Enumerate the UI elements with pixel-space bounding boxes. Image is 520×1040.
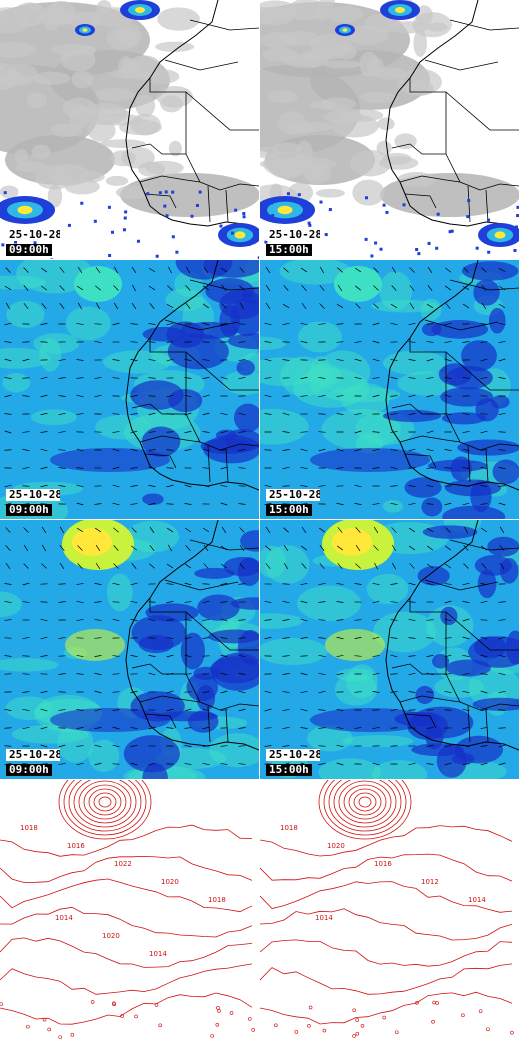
country-borders: [385, 520, 519, 751]
wind-field: [0, 260, 259, 519]
map-canvas: [260, 260, 519, 519]
wind-arrows: [264, 526, 506, 766]
time-stamp: 09:00h: [6, 504, 52, 516]
isobar-labels: 1018 1016 1022 1020 1018 1014 1020 1014: [20, 824, 226, 958]
map-canvas: [0, 260, 259, 519]
isobar-label: 1014: [149, 950, 167, 958]
country-borders: [385, 0, 519, 231]
isobar-label: 1014: [55, 914, 73, 922]
map-panel-wind-low: 25-10-28 15:00h: [260, 260, 519, 519]
cloud-cover: [260, 0, 519, 217]
isobars: [260, 780, 514, 1038]
isobar-labels: 1018 1020 1016 1012 1014 1014: [280, 824, 486, 922]
wind-speed-shading: [0, 520, 259, 779]
map-panel-wind-high: 25-10-28 15:00h: [260, 520, 519, 779]
wind-speed-shading: [0, 260, 259, 519]
isobars: [0, 780, 256, 1039]
time-stamp: 15:00h: [266, 764, 312, 776]
panel-background: [0, 780, 259, 1039]
date-stamp: 25-10-28: [6, 749, 60, 761]
map-panel-wind-low: 25-10-28 09:00h: [0, 260, 259, 519]
date-stamp: 25-10-28: [266, 229, 320, 241]
country-borders: [125, 260, 259, 491]
cloud-cover: [0, 0, 259, 217]
date-stamp: 25-10-28: [266, 489, 320, 501]
map-canvas: 1018 1020 1016 1012 1014 1014: [260, 780, 519, 1039]
country-borders: [125, 0, 259, 231]
map-canvas: [260, 0, 519, 259]
isobar-label: 1016: [374, 860, 392, 868]
wind-arrows: [4, 526, 246, 766]
time-stamp: 15:00h: [266, 244, 312, 256]
map-panel-wind-high: 25-10-28 09:00h: [0, 520, 259, 779]
date-stamp: 25-10-28: [266, 749, 320, 761]
isobar-label: 1014: [315, 914, 333, 922]
map-canvas: 1018 1016 1022 1020 1018 1014 1020 1014: [0, 780, 259, 1039]
isobar-label: 1022: [114, 860, 132, 868]
wind-arrows: [264, 266, 506, 506]
map-panel-pressure: 1018 1020 1016 1012 1014 1014: [260, 780, 519, 1039]
date-stamp: 25-10-28: [6, 229, 60, 241]
panel-background: [260, 780, 519, 1039]
isobar-label: 1020: [161, 878, 179, 886]
isobar-label: 1020: [327, 842, 345, 850]
isobar-label: 1018: [280, 824, 298, 832]
map-panel-satellite-precip: 25-10-28 15:00h: [260, 0, 519, 259]
wind-arrows: [4, 266, 246, 506]
isobar-label: 1016: [67, 842, 85, 850]
wind-speed-shading: [260, 260, 519, 519]
country-borders: [385, 260, 519, 491]
isobar-label: 1020: [102, 932, 120, 940]
isobar-label: 1014: [468, 896, 486, 904]
map-canvas: [260, 520, 519, 779]
isobar-label: 1018: [20, 824, 38, 832]
map-panel-pressure: 1018 1016 1022 1020 1018 1014 1020 1014: [0, 780, 259, 1039]
precipitation: [260, 0, 519, 258]
wind-speed-shading: [260, 520, 519, 779]
precipitation: [0, 0, 259, 259]
map-canvas: [0, 0, 259, 259]
isobar-label: 1012: [421, 878, 439, 886]
map-canvas: [0, 520, 259, 779]
time-stamp: 09:00h: [6, 244, 52, 256]
time-stamp: 09:00h: [6, 764, 52, 776]
map-panel-satellite-precip: 25-10-28 09:00h: [0, 0, 259, 259]
isobar-label: 1018: [208, 896, 226, 904]
time-stamp: 15:00h: [266, 504, 312, 516]
date-stamp: 25-10-28: [6, 489, 60, 501]
